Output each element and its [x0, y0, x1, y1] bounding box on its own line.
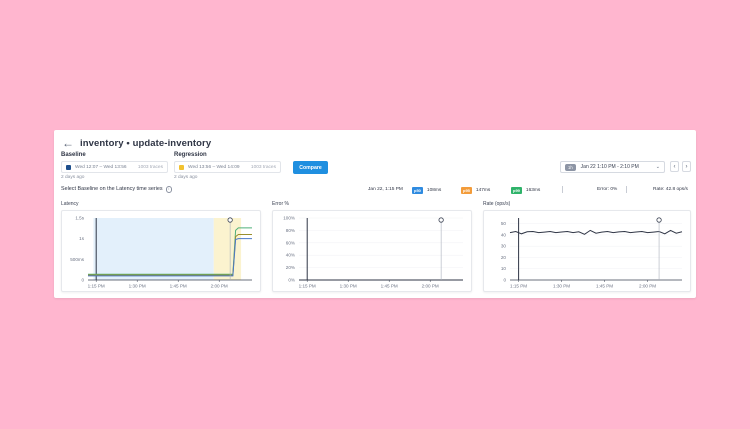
- y-tick-label: 0: [81, 278, 84, 283]
- y-tick-label: 100%: [283, 216, 295, 221]
- x-tick-label: 1:15 PM: [299, 284, 316, 289]
- y-tick-label: 40%: [286, 253, 295, 258]
- baseline-label: Baseline: [61, 152, 86, 158]
- p99-badge: p99: [511, 187, 522, 194]
- series-line-1: [88, 234, 252, 276]
- series-line-0: [509, 229, 683, 235]
- x-tick-label: 1:15 PM: [88, 284, 105, 289]
- stats-timestamp: Jan 22, 1:15 PM: [368, 187, 403, 192]
- back-arrow-icon[interactable]: ←: [62, 136, 74, 150]
- y-tick-label: 20%: [286, 265, 295, 270]
- baseline-age: 2 days ago: [61, 175, 85, 180]
- regression-color-swatch: [179, 164, 184, 170]
- selection-hint-text: Select Baseline on the Latency time seri…: [61, 186, 163, 193]
- event-marker-icon: [227, 217, 233, 223]
- compare-button[interactable]: Compare: [293, 161, 328, 174]
- error-chart-title: Error %: [272, 201, 289, 207]
- p95-badge: p95: [461, 187, 472, 194]
- rate-chart-card: 50 40 30 20 10 0 1:15 PM 1:30 PM 1:45 PM 2:00 PM: [483, 210, 691, 292]
- error-value: Error: 0%: [597, 187, 618, 192]
- event-marker-icon: [438, 217, 444, 223]
- baseline-color-swatch: [66, 164, 71, 170]
- latency-chart-card: 1.5s 1s 500ms 0 1:15 PM 1:30 PM 1:45 PM 2:00 PM: [61, 210, 261, 292]
- latency-chart[interactable]: 1.5s 1s 500ms 0 1:15 PM 1:30 PM 1:45 PM 2:00 PM: [62, 211, 260, 291]
- x-tick-label: 2:00 PM: [211, 284, 228, 289]
- y-tick-label: 10: [501, 266, 507, 271]
- title-row: ← inventory • update-inventory: [62, 135, 211, 151]
- chevron-right-icon: ›: [685, 163, 688, 170]
- stats-timestamp-text: Jan 22, 1:15 PM: [368, 187, 403, 192]
- time-range-select[interactable]: 1h Jan 22 1:10 PM - 2:10 PM ⌄: [560, 161, 665, 173]
- y-tick-label: 500ms: [70, 257, 84, 262]
- x-tick-label: 1:30 PM: [553, 284, 570, 289]
- p50-badge: p50: [412, 187, 423, 194]
- regression-age: 2 days ago: [174, 175, 198, 180]
- throughput-chart[interactable]: 50 40 30 20 10 0 1:15 PM 1:30 PM 1:45 PM 2:00 PM: [484, 211, 690, 291]
- x-tick-label: 1:45 PM: [170, 284, 187, 289]
- stat-rate: Rate: 42.8 ops/s: [653, 187, 688, 192]
- x-tick-label: 1:15 PM: [510, 284, 527, 289]
- x-tick-label: 1:45 PM: [596, 284, 613, 289]
- event-marker-icon: [656, 217, 662, 223]
- p95-value: 147ms: [475, 188, 491, 193]
- info-icon[interactable]: i: [165, 186, 173, 193]
- error-chart-card: 100% 80% 60% 40% 20% 0% 1:15 PM 1:30 PM 1:45 PM 2…: [272, 210, 472, 292]
- stats-divider: [562, 186, 563, 193]
- y-tick-label: 0%: [288, 278, 295, 283]
- x-tick-label: 1:30 PM: [129, 284, 146, 289]
- next-range-button[interactable]: ›: [682, 161, 691, 172]
- x-tick-label: 2:00 PM: [422, 284, 439, 289]
- y-tick-label: 50: [501, 221, 507, 226]
- previous-range-button[interactable]: ‹: [670, 161, 679, 172]
- rate-value: Rate: 42.8 ops/s: [653, 187, 688, 192]
- stat-error: Error: 0%: [597, 187, 617, 192]
- regression-label: Regression: [174, 152, 207, 158]
- regression-selection-band: [213, 218, 242, 280]
- y-tick-label: 60%: [286, 240, 295, 245]
- baseline-range: Wed 12:07 – Wed 13:56: [75, 164, 127, 170]
- series-line-0: [88, 227, 252, 275]
- p99-value: 163ms: [525, 188, 541, 193]
- time-range-badge: 1h: [565, 163, 576, 171]
- baseline-range-field[interactable]: Wed 12:07 – Wed 13:56 1003 traces: [61, 161, 168, 173]
- x-tick-label: 1:45 PM: [381, 284, 398, 289]
- p50-value: 108ms: [426, 188, 442, 193]
- y-tick-label: 1.5s: [75, 216, 84, 221]
- regression-range: Wed 13:56 – Wed 14:09: [188, 164, 240, 170]
- latency-chart-title: Latency: [61, 201, 79, 207]
- comparison-panel: ← inventory • update-inventory Baseline …: [54, 130, 696, 298]
- y-tick-label: 0: [503, 278, 506, 283]
- regression-trace-count: 1003 traces: [250, 164, 276, 170]
- time-range-value: Jan 22 1:10 PM - 2:10 PM: [580, 164, 639, 170]
- x-tick-label: 2:00 PM: [639, 284, 656, 289]
- y-tick-label: 30: [501, 244, 507, 249]
- stat-p95: p95 147ms: [461, 187, 490, 194]
- regression-range-field[interactable]: Wed 13:56 – Wed 14:09 1003 traces: [174, 161, 281, 173]
- x-tick-label: 1:30 PM: [340, 284, 357, 289]
- chevron-left-icon: ‹: [673, 163, 676, 170]
- chevron-down-icon: ⌄: [655, 164, 660, 170]
- baseline-selection-band: [93, 218, 214, 280]
- rate-chart-title: Rate (ops/s): [483, 201, 511, 207]
- page-title: inventory • update-inventory: [80, 137, 212, 149]
- series-line-2: [88, 238, 252, 277]
- stats-divider: [626, 186, 627, 193]
- y-tick-label: 80%: [286, 228, 295, 233]
- selection-hint: Select Baseline on the Latency time seri…: [61, 186, 173, 193]
- error-rate-chart[interactable]: 100% 80% 60% 40% 20% 0% 1:15 PM 1:30 PM 1:45 PM 2…: [273, 211, 471, 291]
- stat-p99: p99 163ms: [511, 187, 540, 194]
- y-tick-label: 1s: [79, 236, 85, 241]
- y-tick-label: 40: [501, 232, 507, 237]
- baseline-trace-count: 1003 traces: [137, 164, 163, 170]
- stat-p50: p50 108ms: [412, 187, 441, 194]
- y-tick-label: 20: [501, 255, 507, 260]
